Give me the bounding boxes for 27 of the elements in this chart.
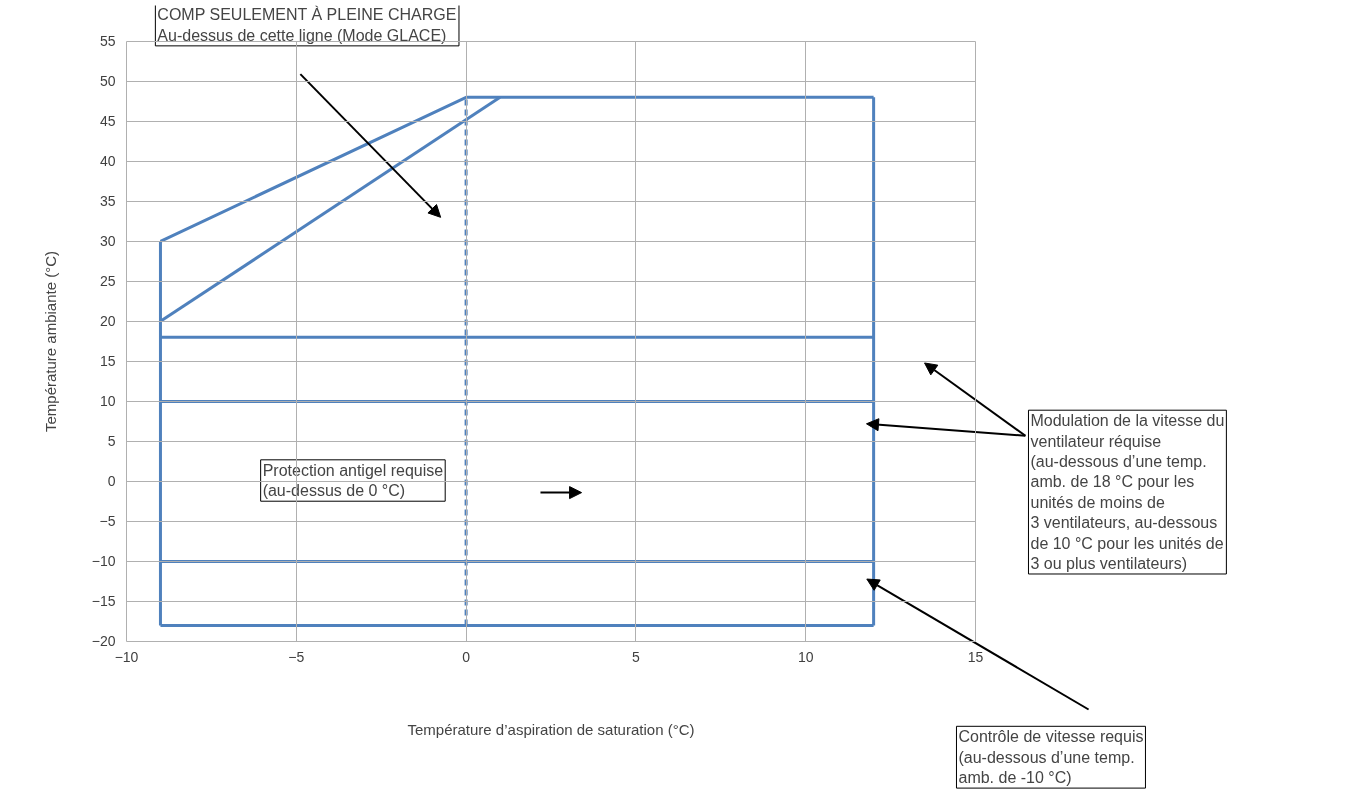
y-tick-label: 5 xyxy=(107,433,116,450)
y-tick-label: 45 xyxy=(99,113,116,130)
y-tick-label: 30 xyxy=(99,233,116,250)
y-tick-label: 25 xyxy=(99,273,116,290)
y-tick-label: −10 xyxy=(91,553,116,570)
x-tick-label: −5 xyxy=(288,649,305,666)
y-tick-label: 55 xyxy=(99,33,116,50)
x-tick-label: 10 xyxy=(797,649,814,666)
x-tick-label: 5 xyxy=(632,649,641,666)
annotation: Protection antigel requise (au-dessus de 0 °C) xyxy=(262,461,444,500)
y-tick-label: −15 xyxy=(91,593,116,610)
annotation: COMP SEULEMENT À PLEINE CHARGE Au-dessus de cette ligne (Mode GLACE) xyxy=(157,5,457,44)
y-axis-title: Température ambiante (°C) xyxy=(41,250,59,433)
y-tick-label: 0 xyxy=(107,473,116,490)
y-tick-label: 35 xyxy=(99,193,116,210)
x-tick-label: 0 xyxy=(462,649,471,666)
text: Contrôle de vitesse requis (au-dessous d’une temp. amb. de -10 °C) xyxy=(958,728,1144,787)
y-tick-label: 40 xyxy=(99,153,116,170)
x-axis-title: Température d’aspiration de saturation (°C) xyxy=(407,720,695,738)
x-tick-label: 15 xyxy=(967,649,984,666)
y-tick-label: 50 xyxy=(99,73,116,90)
y-tick-label: 20 xyxy=(99,313,116,330)
y-tick-label: −5 xyxy=(99,513,116,530)
y-tick-label: −20 xyxy=(91,633,116,650)
text: Modulation de la vitesse du ventilateur réquise (au-dessous d’une temp. amb. de 18 °C pour les unités de moins de 3 ventilateurs, au-dessous de 10 °C pour les unités de 3 ou plus ventilateurs) xyxy=(1030,412,1225,572)
y-tick-label: 15 xyxy=(99,353,116,370)
y-tick-label: 10 xyxy=(99,393,116,410)
